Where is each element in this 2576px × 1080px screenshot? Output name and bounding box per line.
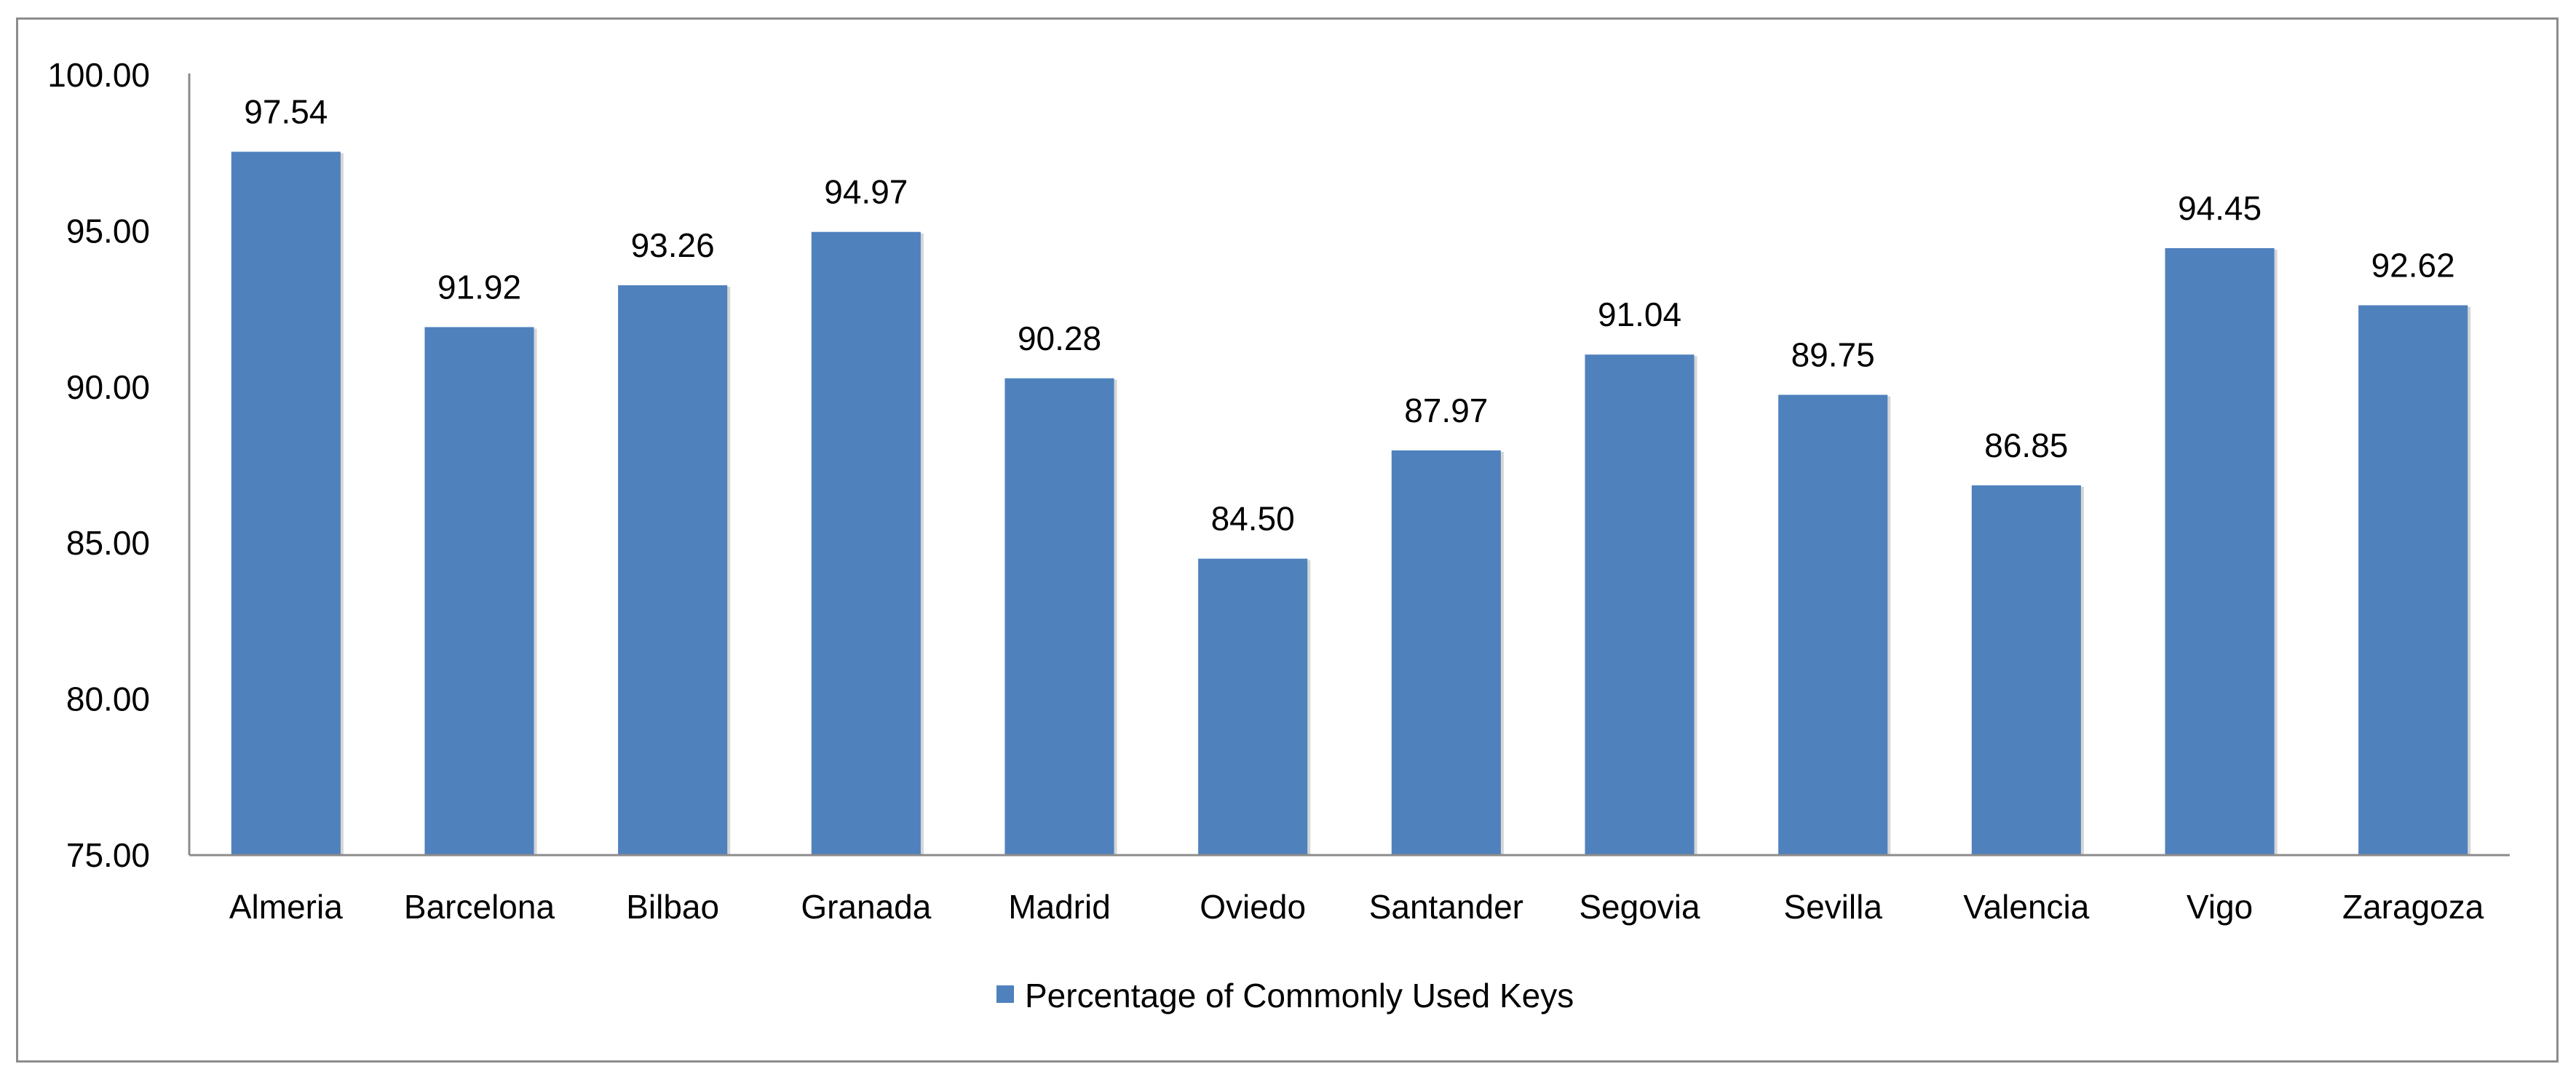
data-label: 92.62 [2371,246,2455,284]
x-tick-label: Oviedo [1200,888,1306,926]
y-axis: 75.00 80.00 85.00 90.00 95.00 100.00 [47,56,150,874]
bar-oviedo [1198,558,1308,855]
data-label: 87.97 [1404,392,1488,429]
x-tick-label: Segovia [1579,888,1700,926]
bar-sevilla [1778,394,1888,855]
legend: Percentage of Commonly Used Keys [996,977,1574,1015]
y-tick-label: 100.00 [47,56,150,94]
axis-lines [188,74,2510,857]
x-tick-label: Almeria [229,888,343,926]
data-label: 89.75 [1791,336,1875,374]
x-tick-label: Vigo [2187,888,2253,926]
bar-santander [1391,450,1501,855]
x-tick-label: Valencia [1963,888,2089,926]
x-tick-label: Madrid [1008,888,1111,926]
bar-vigo [2165,247,2275,855]
data-label: 94.97 [824,173,908,211]
data-label: 86.85 [1984,426,2068,464]
data-label: 97.54 [244,92,328,130]
bar-granada [811,231,921,855]
data-label: 90.28 [1018,319,1101,357]
x-tick-label: Zaragoza [2342,888,2484,926]
data-label: 93.26 [631,226,715,264]
legend-label: Percentage of Commonly Used Keys [1025,977,1574,1015]
bar-almeria [231,151,341,855]
bar-madrid [1004,378,1114,855]
x-tick-label: Sevilla [1783,888,1882,926]
bar-segovia [1585,354,1695,855]
y-tick-label: 85.00 [66,524,150,562]
x-tick-label: Bilbao [626,888,719,926]
legend-swatch [996,985,1014,1003]
data-label: 84.50 [1211,500,1295,538]
data-label: 91.92 [437,268,521,306]
y-tick-label: 90.00 [66,368,150,406]
y-tick-label: 80.00 [66,680,150,718]
bar-valencia [1971,485,2081,855]
x-tick-label: Granada [801,888,931,926]
x-axis: Almeria Barcelona Bilbao Granada Madrid Ovied… [229,888,2484,926]
y-tick-label: 95.00 [66,212,150,250]
bar-barcelona [424,327,534,855]
bar-bilbao [618,285,728,855]
y-tick-label: 75.00 [66,836,150,874]
data-label: 91.04 [1598,295,1681,333]
data-labels: 97.54 91.92 93.26 94.97 90.28 84.50 87.97 91.04… [244,92,2454,537]
x-tick-label: Santander [1369,888,1523,926]
bar-zaragoza [2358,305,2468,855]
x-tick-label: Barcelona [404,888,555,926]
bars [231,151,2471,855]
data-label: 94.45 [2178,189,2262,227]
